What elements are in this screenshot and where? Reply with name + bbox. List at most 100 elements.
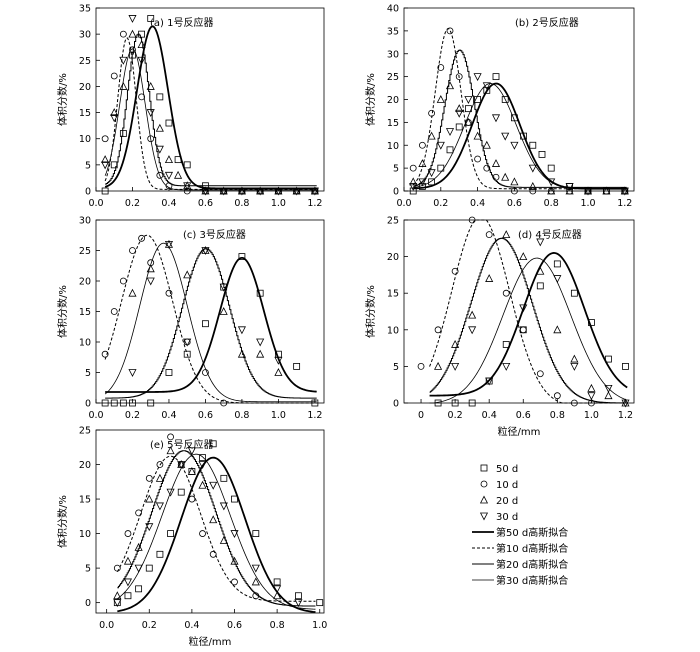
data-point-50d — [183, 161, 191, 169]
data-point-30d — [219, 283, 228, 292]
x-tick-label: 0.8 — [550, 410, 565, 421]
y-tick-label: 5 — [393, 362, 399, 373]
data-point-30d — [510, 141, 519, 150]
data-point-30d — [101, 161, 110, 170]
data-point-20d — [256, 349, 265, 358]
legend-label-10d: 10 d — [496, 480, 518, 491]
y-tick-label: 20 — [387, 95, 399, 106]
y-tick-label: 5 — [393, 164, 399, 175]
y-tick-label: 20 — [79, 277, 91, 288]
data-point-20d — [134, 542, 143, 551]
data-point-20d — [418, 159, 427, 167]
fit-curve-10d — [116, 455, 316, 602]
data-point-10d — [455, 73, 463, 81]
data-point-20d — [436, 95, 445, 103]
data-point-20d — [427, 131, 436, 140]
data-point-50d — [256, 289, 264, 297]
x-axis-label: 粒径/mm — [189, 635, 232, 648]
data-point-10d — [220, 399, 228, 407]
data-point-10d — [129, 46, 136, 54]
data-point-20d — [451, 339, 460, 348]
data-point-50d — [119, 130, 127, 137]
x-tick-label: 0.2 — [125, 198, 140, 209]
data-point-20d — [482, 140, 491, 149]
data-point-30d — [183, 182, 192, 191]
x-tick-label: 1.0 — [271, 410, 286, 421]
x-tick-label: 0.8 — [234, 198, 249, 209]
data-point-20d — [110, 108, 119, 116]
data-point-30d — [187, 447, 196, 456]
data-point-20d — [604, 391, 613, 400]
data-point-30d — [119, 56, 128, 65]
data-point-20d — [198, 480, 207, 489]
data-point-20d — [501, 172, 510, 181]
y-tick-label: 35 — [79, 4, 91, 15]
x-tick-label: 0.2 — [125, 410, 140, 421]
data-point-30d — [455, 109, 464, 118]
x-axis-label: 粒径/mm — [498, 425, 541, 438]
data-point-20d — [164, 155, 174, 164]
data-point-10d — [199, 530, 206, 537]
data-point-20d — [587, 383, 596, 392]
data-point-20d — [528, 181, 537, 190]
data-point-50d — [464, 105, 472, 113]
data-point-10d — [451, 267, 459, 275]
data-point-10d — [147, 135, 155, 143]
legend-label-30d: 30 d — [496, 512, 518, 523]
y-tick-label: 10 — [387, 325, 399, 336]
data-point-20d — [155, 473, 164, 482]
y-tick-label: 30 — [79, 30, 91, 41]
data-point-30d — [274, 187, 283, 196]
x-tick-label: 0 — [418, 410, 424, 421]
data-point-30d — [128, 369, 137, 377]
x-tick-label: 0.2 — [448, 410, 463, 421]
data-point-30d — [570, 362, 579, 371]
data-point-30d — [436, 141, 445, 150]
data-point-50d — [156, 93, 164, 101]
data-point-10d — [110, 308, 118, 315]
data-point-50d — [110, 399, 118, 407]
x-tick-label: 1.2 — [307, 198, 322, 209]
data-point-10d — [110, 72, 118, 80]
data-point-30d — [273, 585, 282, 594]
data-point-50d — [129, 399, 136, 407]
x-tick-label: 0.6 — [227, 620, 242, 631]
data-point-30d — [536, 238, 545, 247]
data-point-30d — [473, 73, 482, 82]
data-point-30d — [418, 178, 427, 187]
data-point-30d — [256, 187, 265, 196]
chart-panel-4: 0 0.2 0.4 0.6 0.8 1.0 1.2 0 5 10 15 20 25 (d) 4号反应器体积… — [364, 216, 635, 438]
data-point-50d — [538, 150, 546, 158]
data-point-10d — [165, 289, 173, 297]
data-point-10d — [468, 216, 476, 224]
data-point-10d — [188, 495, 196, 503]
y-tick-label: 5 — [85, 564, 91, 575]
data-point-20d — [251, 577, 260, 586]
x-tick-label: 1.0 — [271, 198, 286, 209]
legend-label-50d: 50 d — [496, 464, 518, 475]
data-point-10d — [167, 433, 174, 441]
x-tick-label: 0.6 — [507, 198, 522, 209]
data-point-20d — [146, 264, 155, 273]
legend-fit-label-30d: 第30 d高斯拟合 — [496, 574, 568, 587]
plot-frame — [95, 219, 325, 404]
data-point-30d — [198, 461, 207, 470]
data-point-50d — [553, 260, 561, 268]
data-point-30d — [583, 187, 593, 196]
data-point-20d — [145, 494, 154, 503]
data-point-10d — [145, 474, 153, 482]
data-point-30d — [292, 187, 301, 196]
data-point-10d — [129, 247, 136, 254]
x-tick-label: 1.2 — [307, 410, 322, 421]
data-point-50d — [455, 123, 463, 131]
data-point-20d — [434, 361, 443, 370]
data-point-30d — [146, 277, 155, 286]
fit-curve-30d — [413, 83, 627, 190]
data-point-20d — [519, 252, 528, 261]
y-tick-label: 15 — [387, 289, 399, 300]
y-tick-label: 25 — [387, 72, 399, 83]
fit-curve-20d — [105, 248, 317, 399]
panel-title: (c) 3号反应器 — [183, 228, 246, 241]
y-axis-label: 体积分数/% — [364, 285, 377, 338]
x-tick-label: 0.6 — [516, 410, 531, 421]
